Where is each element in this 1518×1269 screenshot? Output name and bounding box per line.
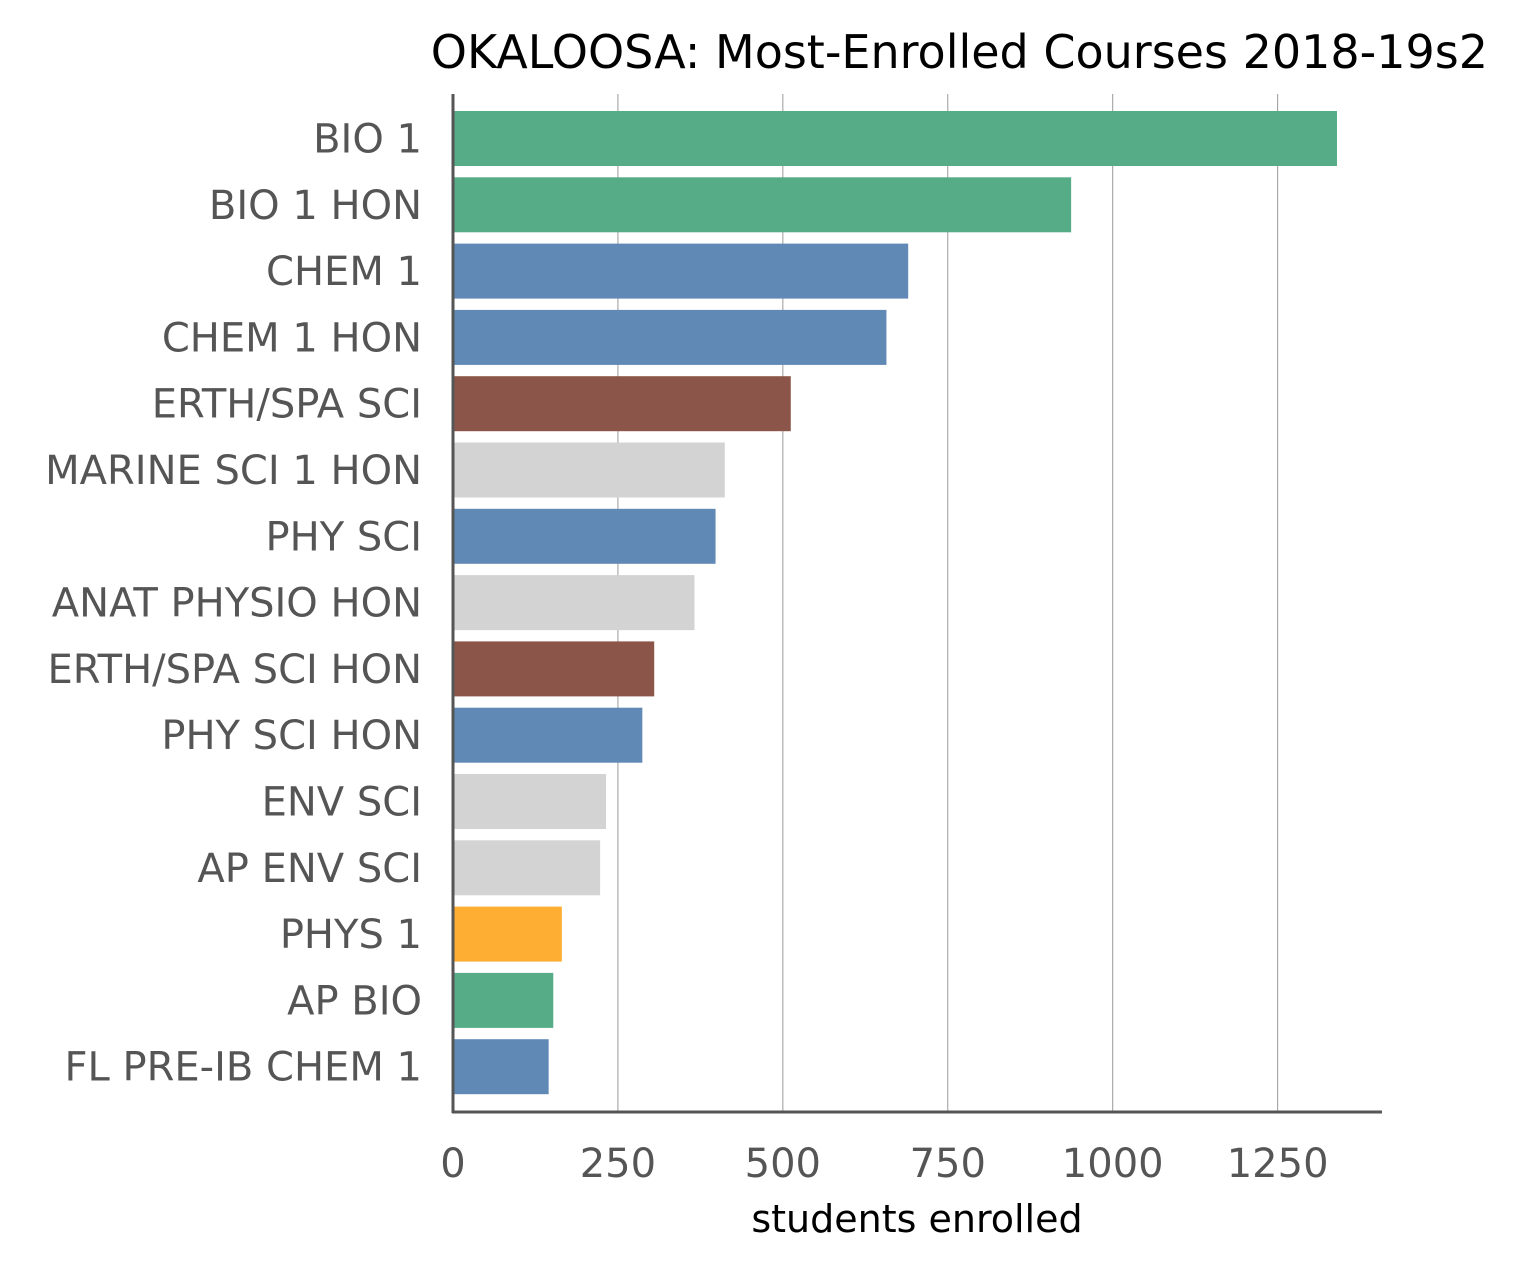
category-label: AP BIO — [287, 978, 422, 1024]
bar-phy-sci-hon — [453, 707, 643, 763]
bar-erth-spa-sci-hon — [453, 641, 655, 697]
bar-chem-1 — [453, 243, 909, 299]
bar-ap-bio — [453, 972, 554, 1028]
chart-title: OKALOOSA: Most-Enrolled Courses 2018-19s… — [431, 25, 1488, 79]
category-label: PHYS 1 — [280, 912, 422, 958]
category-label: PHY SCI HON — [161, 713, 422, 759]
bar-fl-pre-ib-chem-1 — [453, 1039, 549, 1095]
category-label: PHY SCI — [266, 514, 422, 560]
axes — [451, 94, 1382, 1114]
bars — [453, 111, 1337, 1095]
x-tick-label: 1000 — [1062, 1141, 1164, 1187]
category-label: ANAT PHYSIO HON — [52, 581, 422, 627]
bar-ap-env-sci — [453, 840, 601, 896]
bar-phy-sci — [453, 508, 716, 564]
bar-phys-1 — [453, 906, 562, 962]
x-axis-title: students enrolled — [751, 1197, 1082, 1241]
category-label: AP ENV SCI — [197, 846, 422, 892]
category-label: CHEM 1 — [266, 249, 422, 295]
bar-env-sci — [453, 774, 607, 829]
bar-marine-sci-1-hon — [453, 442, 725, 498]
x-tick-label: 750 — [910, 1141, 986, 1187]
category-labels: BIO 1 BIO 1 HON CHEM 1 CHEM 1 HON ERTH/SPA S… — [45, 117, 422, 1091]
category-label: MARINE SCI 1 HON — [45, 448, 422, 494]
x-tick-label: 1250 — [1227, 1141, 1329, 1187]
bar-bio-1-hon — [453, 177, 1072, 233]
category-label: ENV SCI — [262, 780, 422, 826]
category-label: ERTH/SPA SCI — [152, 382, 422, 428]
category-label: BIO 1 HON — [209, 183, 422, 229]
category-label: CHEM 1 HON — [162, 315, 422, 361]
x-tick-label: 0 — [440, 1141, 465, 1187]
category-label: BIO 1 — [313, 117, 422, 163]
x-tick-label: 250 — [580, 1141, 656, 1187]
category-label: ERTH/SPA SCI HON — [48, 647, 423, 693]
bar-bio-1 — [453, 111, 1337, 166]
x-tick-labels: 0 250 500 750 1000 1250 — [440, 1141, 1328, 1187]
x-tick-label: 500 — [745, 1141, 821, 1187]
bar-erth-spa-sci — [453, 376, 791, 432]
category-label: FL PRE-IB CHEM 1 — [64, 1045, 422, 1091]
bar-chem-1-hon — [453, 309, 887, 365]
bar-anat-physio-hon — [453, 575, 695, 631]
